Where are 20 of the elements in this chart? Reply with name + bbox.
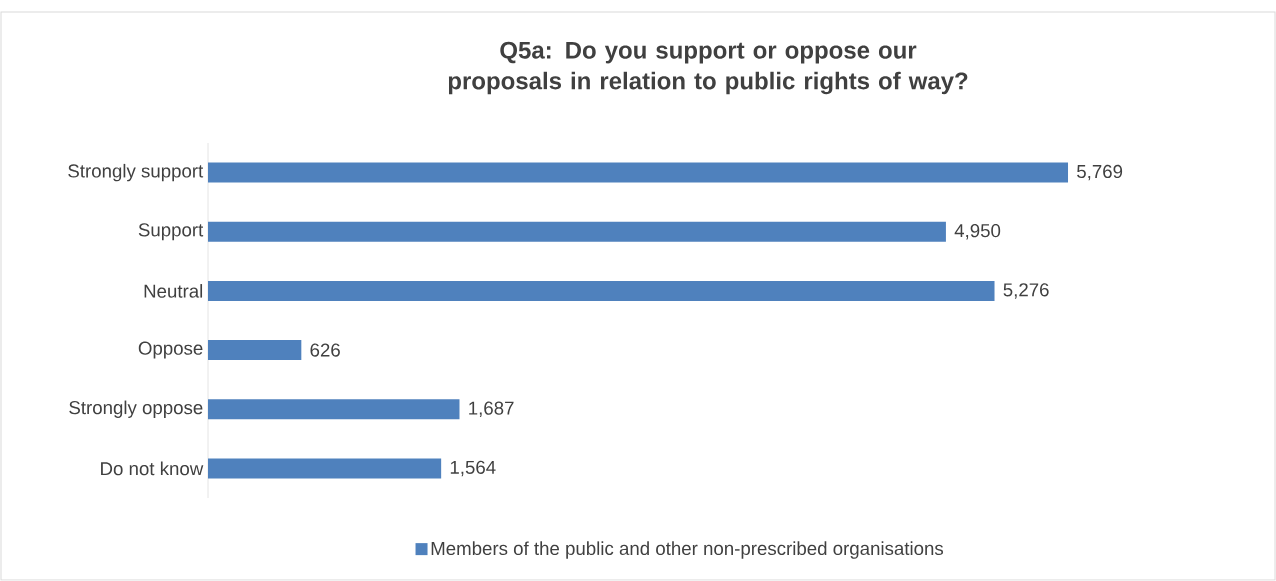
y-tick-label: Do not know: [101, 461, 204, 476]
y-tick-label: Strongly support: [68, 163, 204, 182]
data-label: 626: [310, 343, 340, 357]
data-label: 4,950: [954, 224, 1001, 240]
bar: [208, 340, 302, 361]
y-tick-label: Support: [138, 223, 204, 241]
bar: [208, 162, 1069, 183]
bar: [208, 280, 995, 301]
y-tick-label: Oppose: [138, 341, 203, 359]
data-label: 5,769: [1077, 164, 1123, 181]
bar: [208, 399, 460, 420]
y-tick-label: Neutral: [144, 284, 203, 298]
data-label: 1,564: [450, 460, 496, 477]
data-label: 1,687: [469, 401, 514, 417]
chart-title: Q5a: Do you support or oppose our proposals in relation to public rights of way?: [448, 41, 968, 95]
legend-label: Members of the public and other non-prescribed organisations: [431, 541, 944, 559]
bar: [208, 221, 946, 242]
y-tick-label: Strongly oppose: [69, 400, 203, 418]
bar: [208, 458, 442, 479]
data-label: 5,276: [1003, 283, 1049, 299]
